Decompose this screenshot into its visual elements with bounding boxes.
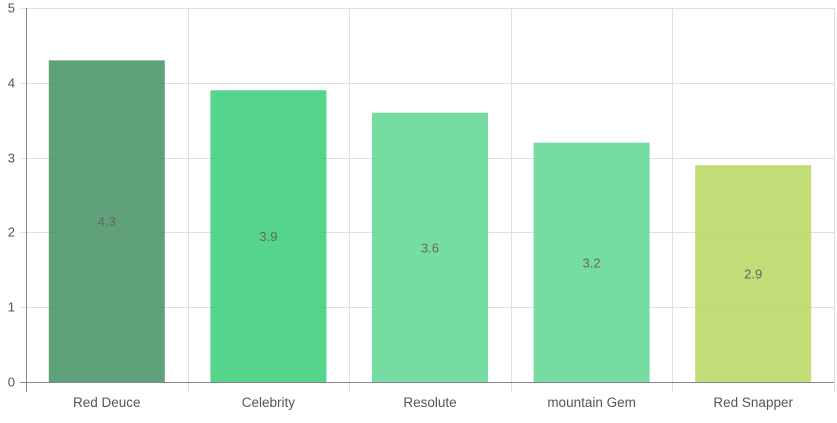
labels: 0 1 2 3 4 5 4.3 Red Deuce 3.9 Celebrity 3.6 Resolut…	[8, 1, 794, 411]
data-label: 4.3	[98, 214, 116, 229]
bar	[48, 60, 165, 383]
y-tick-label: 2	[8, 225, 15, 240]
y-tick-label: 1	[8, 300, 15, 315]
x-tick-label: Resolute	[403, 395, 456, 410]
data-label: 3.6	[421, 240, 439, 255]
bar	[372, 112, 488, 382]
x-tick-label: Red Snapper	[713, 395, 793, 410]
x-tick-label: Celebrity	[242, 395, 296, 410]
bar	[210, 90, 327, 382]
x-tick-label: Red Deuce	[73, 395, 141, 410]
y-tick-label: 5	[8, 1, 15, 16]
x-tick-label: mountain Gem	[547, 395, 636, 410]
data-label: 3.2	[583, 255, 601, 270]
y-tick-label: 0	[8, 375, 15, 390]
data-label: 2.9	[744, 267, 762, 282]
axes	[20, 8, 834, 392]
bar	[533, 142, 650, 382]
y-tick-label: 4	[8, 76, 15, 91]
data-label: 3.9	[259, 229, 277, 244]
bars	[48, 60, 812, 383]
y-tick-label: 3	[8, 151, 15, 166]
bar	[695, 165, 812, 382]
